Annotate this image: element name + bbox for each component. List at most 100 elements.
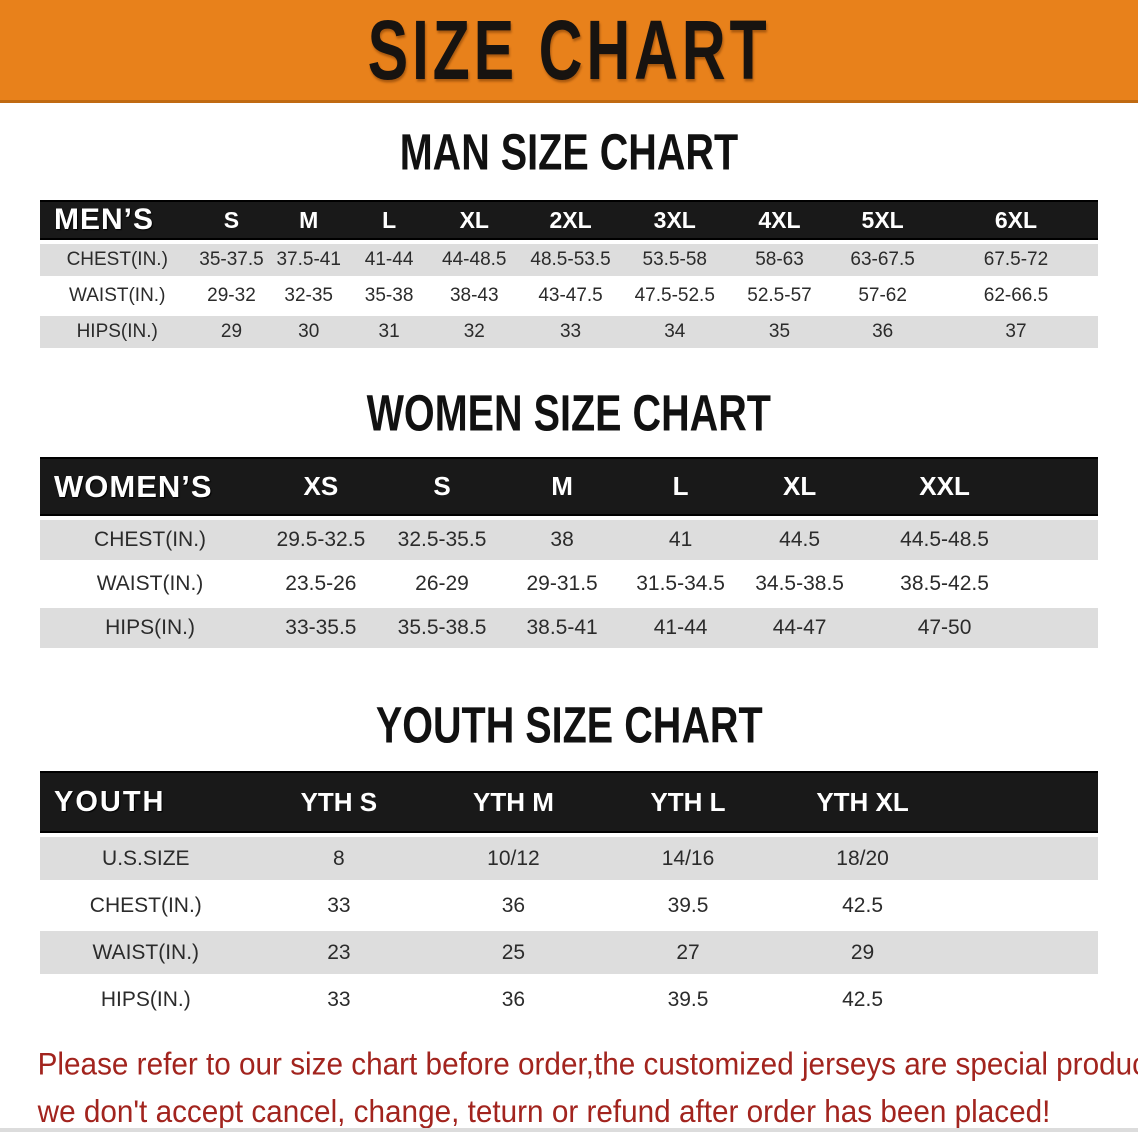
measure-label: HIPS(IN.) xyxy=(40,608,261,648)
header-filler xyxy=(1029,457,1098,516)
size-column-header: 5XL xyxy=(831,200,934,240)
size-value: 44.5 xyxy=(739,520,860,560)
table-header-label: YOUTH xyxy=(40,771,252,833)
table-row: WAIST(IN.) 23.5-26 26-29 29-31.5 31.5-34.5 34… xyxy=(40,564,1098,604)
size-column-header: 4XL xyxy=(727,200,832,240)
size-value: 38.5-42.5 xyxy=(859,564,1030,604)
disclaimer-line-2: we don't accept cancel, change, teturn o… xyxy=(37,1095,1051,1130)
size-column-header: L xyxy=(621,457,740,516)
size-value: 58-63 xyxy=(727,244,832,276)
size-column-header: M xyxy=(502,457,622,516)
size-column-header: YTH M xyxy=(426,771,601,833)
row-filler xyxy=(949,884,1098,927)
row-filler xyxy=(1029,608,1098,648)
size-value: 67.5-72 xyxy=(933,244,1098,276)
size-value: 34.5-38.5 xyxy=(739,564,860,604)
size-column-header: S xyxy=(194,200,269,240)
size-column-header: M xyxy=(268,200,349,240)
size-value: 37.5-41 xyxy=(268,244,349,276)
table-row: CHEST(IN.) 33 36 39.5 42.5 xyxy=(40,884,1098,927)
disclaimer-line-1: Please refer to our size chart before or… xyxy=(37,1047,1138,1082)
bottom-edge-strip xyxy=(0,1128,1138,1132)
size-value: 18/20 xyxy=(775,837,950,880)
size-column-header: S xyxy=(381,457,503,516)
row-filler xyxy=(949,978,1098,1021)
size-value: 39.5 xyxy=(600,884,776,927)
size-value: 27 xyxy=(600,931,776,974)
table-header-row: YOUTH YTH S YTH M YTH L YTH XL xyxy=(40,771,1098,833)
size-value: 32.5-35.5 xyxy=(381,520,503,560)
size-value: 38-43 xyxy=(429,280,520,312)
size-value: 44.5-48.5 xyxy=(859,520,1030,560)
size-column-header: 3XL xyxy=(621,200,728,240)
size-value: 23.5-26 xyxy=(260,564,382,604)
size-value: 34 xyxy=(621,316,728,348)
size-value: 30 xyxy=(268,316,349,348)
table-row: HIPS(IN.) 33 36 39.5 42.5 xyxy=(40,978,1098,1021)
measure-label: CHEST(IN.) xyxy=(40,244,195,276)
size-value: 26-29 xyxy=(381,564,503,604)
size-value: 36 xyxy=(831,316,934,348)
size-value: 62-66.5 xyxy=(933,280,1098,312)
youth-size-table: YOUTH YTH S YTH M YTH L YTH XL U.S.SIZE 8 10/12… xyxy=(40,767,1098,1025)
size-value: 39.5 xyxy=(600,978,776,1021)
size-value: 42.5 xyxy=(775,884,950,927)
table-row: CHEST(IN.) 29.5-32.5 32.5-35.5 38 41 44.5 44.5… xyxy=(40,520,1098,560)
size-value: 35.5-38.5 xyxy=(381,608,503,648)
size-value: 38 xyxy=(502,520,622,560)
disclaimer-text: Please refer to our size chart before or… xyxy=(0,1041,1138,1137)
table-row: U.S.SIZE 8 10/12 14/16 18/20 xyxy=(40,837,1098,880)
size-value: 38.5-41 xyxy=(502,608,622,648)
size-value: 29 xyxy=(775,931,950,974)
table-header-label: WOMEN’S xyxy=(40,457,261,516)
measure-label: CHEST(IN.) xyxy=(40,520,261,560)
size-value: 33-35.5 xyxy=(260,608,382,648)
table-row: HIPS(IN.) 29 30 31 32 33 34 35 36 37 xyxy=(40,316,1098,348)
measure-label: WAIST(IN.) xyxy=(40,931,252,974)
size-value: 52.5-57 xyxy=(727,280,832,312)
size-value: 37 xyxy=(933,316,1098,348)
size-value: 36 xyxy=(426,884,601,927)
size-value: 57-62 xyxy=(831,280,934,312)
size-column-header: L xyxy=(348,200,430,240)
table-header-row: WOMEN’S XS S M L XL XXL xyxy=(40,457,1098,516)
size-column-header: YTH XL xyxy=(775,771,950,833)
size-value: 41 xyxy=(621,520,740,560)
women-section-title: WOMEN SIZE CHART xyxy=(0,386,1138,443)
size-value: 63-67.5 xyxy=(831,244,934,276)
youth-section-title-text: YOUTH SIZE CHART xyxy=(375,697,763,755)
size-column-header: XL xyxy=(739,457,860,516)
size-column-header: YTH L xyxy=(600,771,776,833)
size-value: 23 xyxy=(251,931,427,974)
size-value: 25 xyxy=(426,931,601,974)
size-value: 31.5-34.5 xyxy=(621,564,740,604)
row-filler xyxy=(949,837,1098,880)
size-column-header: 6XL xyxy=(933,200,1098,240)
size-value: 33 xyxy=(251,978,427,1021)
row-filler xyxy=(1029,564,1098,604)
size-column-header: XS xyxy=(260,457,382,516)
measure-label: U.S.SIZE xyxy=(40,837,252,880)
size-value: 31 xyxy=(348,316,430,348)
size-value: 32 xyxy=(429,316,520,348)
size-column-header: XL xyxy=(429,200,520,240)
size-value: 47.5-52.5 xyxy=(621,280,728,312)
size-column-header: 2XL xyxy=(519,200,622,240)
table-row: HIPS(IN.) 33-35.5 35.5-38.5 38.5-41 41-44 44-… xyxy=(40,608,1098,648)
womens-size-table: WOMEN’S XS S M L XL XXL CHEST(IN.) 29.5-32.5 32.5… xyxy=(40,453,1098,652)
size-value: 35-37.5 xyxy=(194,244,269,276)
size-value: 41-44 xyxy=(621,608,740,648)
size-value: 8 xyxy=(251,837,427,880)
size-column-header: XXL xyxy=(859,457,1030,516)
row-filler xyxy=(1029,520,1098,560)
table-header-row: MEN’S S M L XL 2XL 3XL 4XL 5XL 6XL xyxy=(40,200,1098,240)
size-value: 41-44 xyxy=(348,244,430,276)
banner-title: SIZE CHART xyxy=(367,2,771,98)
size-value: 43-47.5 xyxy=(519,280,622,312)
size-value: 29-31.5 xyxy=(502,564,622,604)
table-row: WAIST(IN.) 29-32 32-35 35-38 38-43 43-47.5 47.… xyxy=(40,280,1098,312)
table-header-label: MEN’S xyxy=(40,200,195,240)
youth-section-title: YOUTH SIZE CHART xyxy=(0,698,1138,755)
size-value: 44-47 xyxy=(739,608,860,648)
size-value: 32-35 xyxy=(268,280,349,312)
